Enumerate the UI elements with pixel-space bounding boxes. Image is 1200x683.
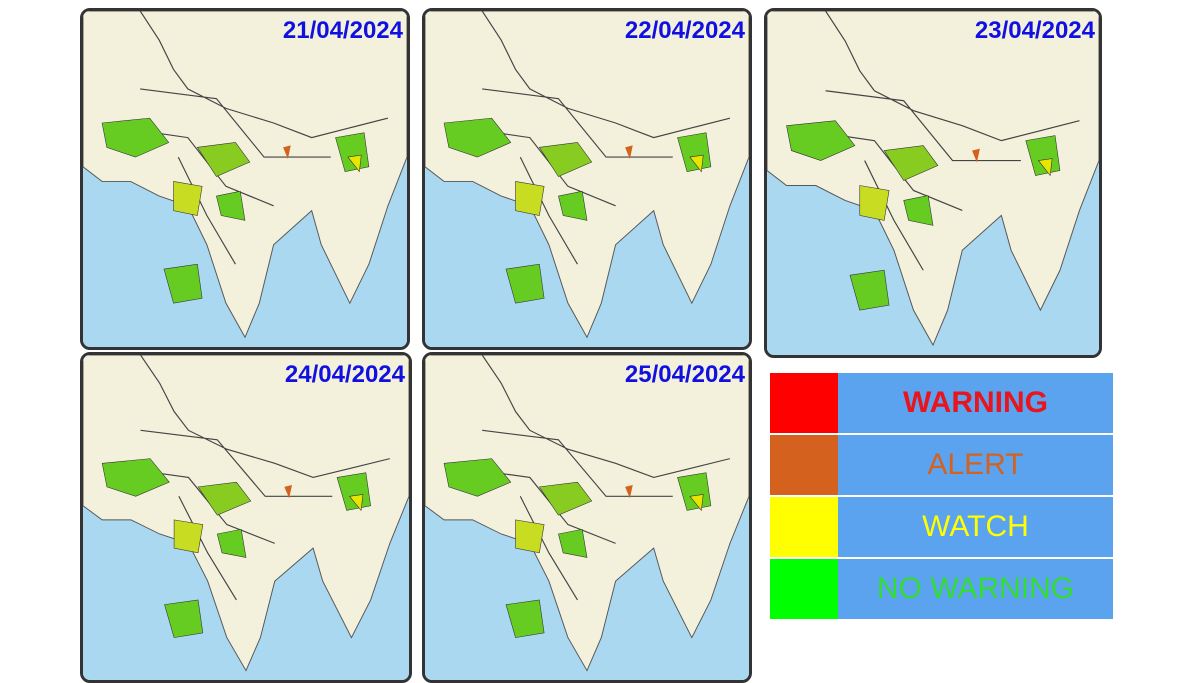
panel-date: 23/04/2024 [974, 17, 1095, 44]
panel-date: 24/04/2024 [284, 361, 405, 388]
legend-row: WATCH [770, 497, 1113, 557]
map [425, 355, 749, 680]
india-map [425, 11, 749, 347]
map-panel: 22/04/2024 [422, 8, 752, 350]
legend-label: NO WARNING [838, 559, 1113, 619]
map [83, 11, 407, 347]
map-panel: 25/04/2024 [422, 352, 752, 683]
legend-swatch [770, 497, 838, 557]
legend-row: WARNING [770, 373, 1113, 433]
legend-row: ALERT [770, 435, 1113, 495]
legend-label: ALERT [838, 435, 1113, 495]
panel-date: 21/04/2024 [282, 17, 403, 44]
legend-swatch [770, 373, 838, 433]
legend-label: WATCH [838, 497, 1113, 557]
legend: WARNING ALERT WATCH NO WARNING [770, 373, 1113, 621]
map-panel: 23/04/2024 [764, 8, 1102, 358]
india-map [83, 11, 407, 347]
panel-date: 22/04/2024 [624, 17, 745, 44]
india-map [425, 355, 749, 680]
map [767, 11, 1099, 355]
india-map [83, 355, 409, 680]
india-map [767, 11, 1099, 355]
map [425, 11, 749, 347]
panel-date: 25/04/2024 [624, 361, 745, 388]
map-panel: 24/04/2024 [80, 352, 412, 683]
legend-swatch [770, 559, 838, 619]
map-panel: 21/04/2024 [80, 8, 410, 350]
legend-row: NO WARNING [770, 559, 1113, 619]
legend-swatch [770, 435, 838, 495]
map [83, 355, 409, 680]
legend-label: WARNING [838, 373, 1113, 433]
